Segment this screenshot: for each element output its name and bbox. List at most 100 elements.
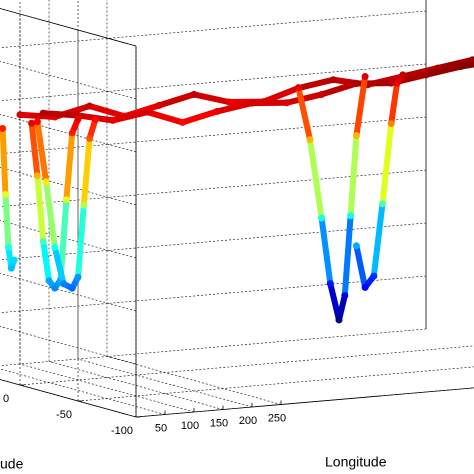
grid-line (106, 356, 282, 405)
trajectory-segment (283, 91, 325, 106)
x-axis-title: Longitude (325, 454, 387, 470)
box-edge (135, 387, 474, 418)
trajectory-segment (17, 111, 58, 120)
trajectory-point (294, 84, 302, 92)
trajectory-point (33, 172, 41, 180)
trajectory-segment (28, 120, 41, 179)
y-tick-label: -100 (111, 425, 133, 437)
trajectory-point (86, 134, 94, 142)
trajectory-segment (80, 135, 93, 209)
trajectory-segment (388, 80, 400, 127)
grid-line (0, 61, 137, 100)
trajectory-segment (423, 63, 464, 78)
trajectory-point (190, 90, 198, 98)
trajectory-point (318, 90, 326, 98)
x-tick-label: 250 (268, 412, 286, 424)
trajectory-segment (51, 244, 67, 287)
trajectory-point (352, 132, 360, 140)
trajectory-point (457, 63, 465, 71)
trajectory-point (326, 280, 334, 288)
trajectory-point (155, 101, 163, 109)
trajectory-segment (399, 65, 441, 80)
grid-line (135, 387, 474, 418)
grid-line (0, 326, 137, 365)
trajectory-point (10, 256, 18, 264)
trajectory-point (387, 79, 395, 87)
trajectory-point (144, 108, 152, 116)
trajectory-point (306, 136, 314, 144)
trajectory-point (51, 243, 59, 251)
trajectory-point (387, 120, 395, 128)
trajectory-point (39, 109, 47, 117)
trajectory-point (7, 264, 15, 272)
trajectory-segment (370, 200, 386, 280)
trajectory-point (28, 119, 36, 127)
x-tick-label: 100 (181, 420, 199, 432)
y-tick-label: 0 (3, 393, 9, 405)
trajectory-segment (434, 56, 474, 72)
box-edge (0, 8, 137, 47)
trajectory-point (109, 116, 117, 124)
grid-line (0, 328, 427, 367)
box-edge (0, 379, 137, 418)
grid-line (77, 358, 253, 408)
trajectory-segment (40, 238, 52, 284)
trajectory-segment (40, 110, 81, 119)
trajectory-segment (214, 100, 255, 115)
trajectory-point (86, 102, 94, 110)
trajectory-point (370, 272, 378, 280)
trajectory-point (248, 99, 256, 107)
trajectory-point (213, 107, 221, 115)
trajectory-segment (179, 108, 221, 126)
trajectory-point (62, 196, 70, 204)
trajectory-segment (86, 103, 128, 120)
trajectory-point (361, 73, 369, 81)
trajectory-point (51, 284, 59, 292)
grid-line (19, 345, 474, 386)
trajectory-point (33, 118, 41, 126)
trajectory-point (335, 316, 343, 324)
trajectory-point (393, 79, 401, 87)
trajectory-segment (318, 215, 334, 287)
grid-line (0, 8, 137, 47)
trajectory-segment (260, 85, 302, 105)
trajectory-point (80, 201, 88, 209)
trajectory-segment (156, 91, 197, 109)
x-tick-label: 150 (210, 417, 228, 429)
trajectory-point (16, 111, 24, 119)
grid-line (0, 368, 166, 415)
trajectory-point (352, 80, 360, 87)
trajectory-segment (63, 129, 76, 203)
trajectory-segment (144, 109, 186, 126)
trajectory-segment (318, 80, 360, 98)
trajectory-point (379, 200, 386, 208)
y-tick-label: -50 (56, 409, 72, 421)
trajectory-point (2, 190, 9, 198)
trajectory-point (283, 99, 291, 107)
trajectory-point (74, 115, 82, 123)
trajectory-point (0, 124, 7, 132)
trajectory-segment (457, 61, 474, 70)
trajectory-segment (43, 178, 58, 251)
x-tick-label: 50 (155, 422, 167, 434)
trajectory-segment (295, 84, 313, 143)
trajectory-point (225, 98, 233, 106)
trajectory-segment (307, 136, 325, 222)
trajectory-point (91, 115, 99, 123)
trajectory-segment (379, 120, 395, 207)
trajectory-point (347, 212, 355, 220)
trajectory-point (60, 280, 67, 288)
trajectory-point (74, 273, 82, 281)
trajectory-point (68, 284, 76, 292)
grid-line (77, 366, 474, 402)
trajectory-point (178, 118, 186, 126)
x-tick-label: 200 (239, 415, 257, 427)
trajectory-point (4, 243, 12, 251)
trajectory-segment (353, 73, 369, 139)
trajectory-segment (34, 172, 47, 245)
trajectory-segment (109, 109, 151, 124)
trajectory-segment (341, 212, 354, 299)
trajectory-point (45, 277, 53, 285)
trajectory-point (468, 56, 474, 64)
